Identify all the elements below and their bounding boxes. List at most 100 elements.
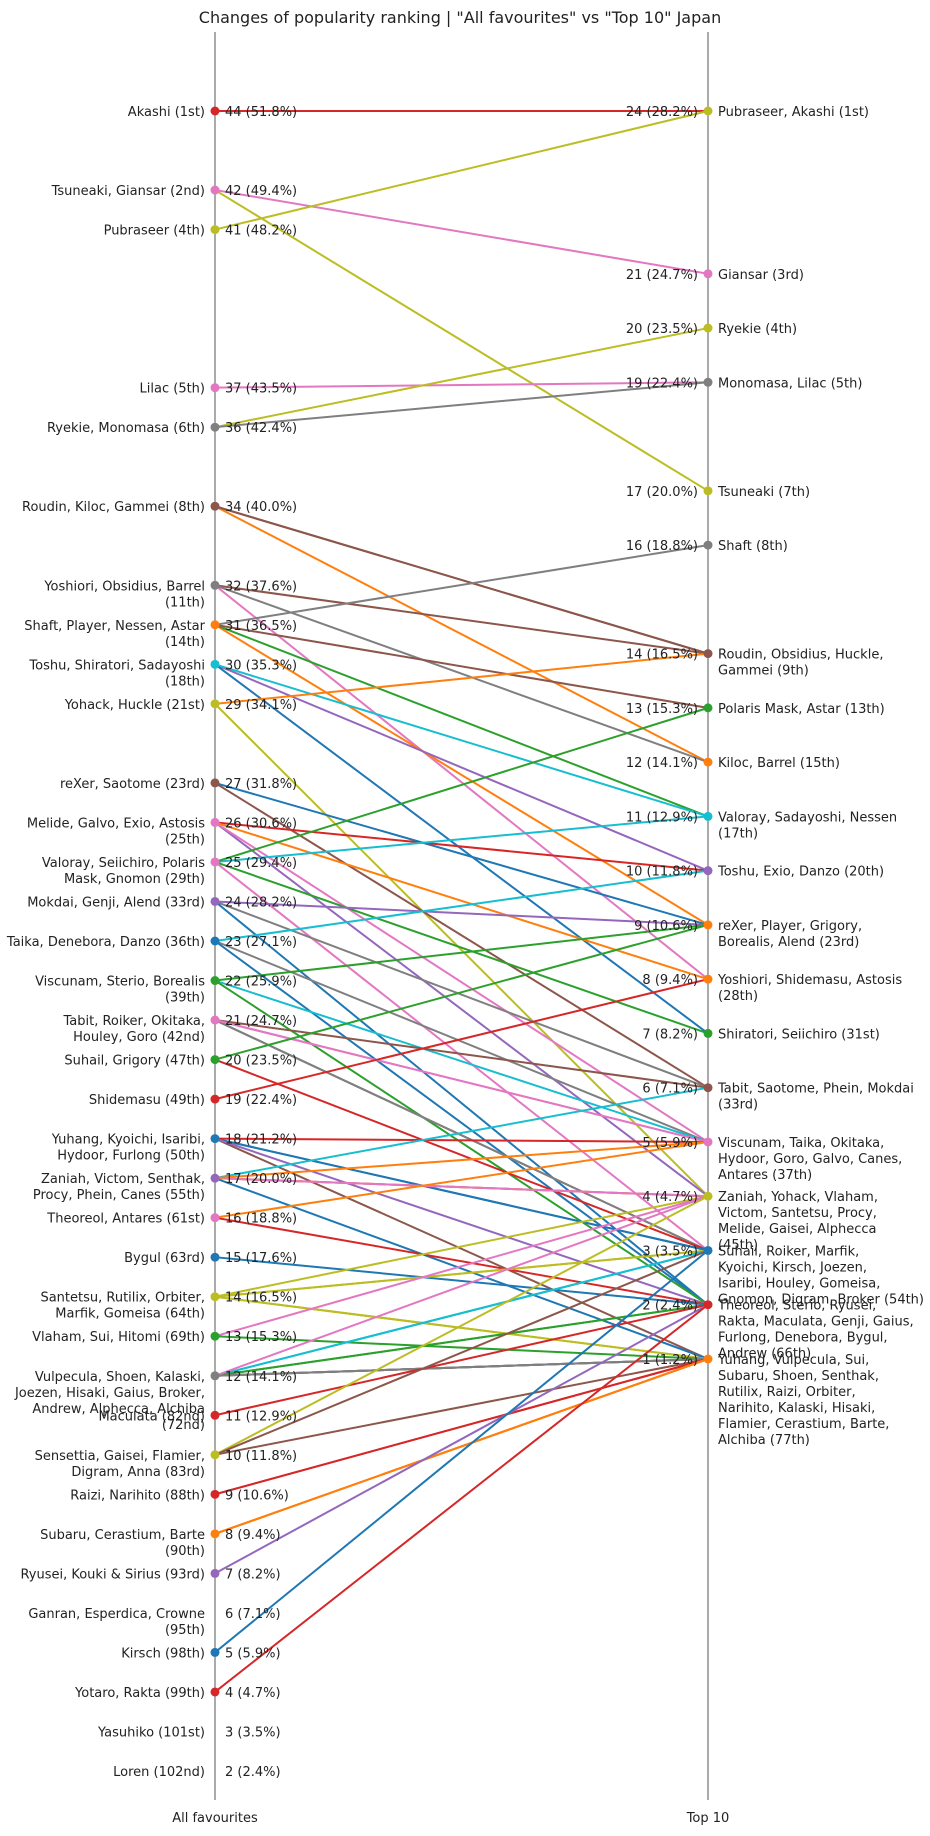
right-group-label: Viscunam, Taika, Okitaka,: [718, 1136, 884, 1151]
right-marker: [703, 757, 713, 767]
link-alphecca: [214, 1195, 709, 1377]
link-shidemasu: [214, 978, 709, 1101]
left-group-label: Marfik, Gomeisa (64th): [55, 1307, 205, 1322]
right-value-label: 17 (20.0%): [626, 485, 698, 500]
right-value-label: 3 (3.5%): [642, 1244, 698, 1259]
right-value-label: 4 (4.7%): [642, 1190, 698, 1205]
left-marker: [210, 1489, 220, 1499]
left-value-label: 18 (21.2%): [225, 1133, 297, 1148]
left-marker: [210, 1371, 220, 1381]
right-value-label: 7 (8.2%): [642, 1027, 698, 1042]
left-group-label: Shidemasu (49th): [89, 1093, 205, 1108]
link-nessen: [214, 623, 709, 818]
right-value-label: 24 (28.2%): [626, 105, 698, 120]
link-denebora: [214, 940, 709, 1306]
link-player: [214, 623, 709, 926]
left-group-label: Santetsu, Rutilix, Orbiter,: [40, 1291, 205, 1306]
right-group-label: Flamier, Cerastium, Barte,: [718, 1417, 889, 1432]
left-value-label: 19 (22.4%): [225, 1093, 297, 1108]
left-marker: [210, 185, 220, 195]
link-procy: [214, 1177, 709, 1198]
left-group-label: Valoray, Seiichiro, Polaris: [42, 856, 205, 871]
right-group-label: Rutilix, Raizi, Orbiter,: [718, 1385, 856, 1400]
link-galvo: [214, 821, 709, 1143]
right-value-label: 10 (11.8%): [626, 865, 698, 880]
link-ryusei: [214, 1303, 709, 1575]
left-marker: [210, 1687, 220, 1697]
link-gnomon: [214, 861, 709, 1252]
left-group-label: Yotaro, Rakta (99th): [74, 1686, 205, 1701]
right-marker: [703, 649, 713, 659]
left-group-label: Digram, Anna (83rd): [71, 1465, 205, 1480]
left-group-label: (90th): [165, 1544, 205, 1559]
left-value-label: 23 (27.1%): [225, 935, 297, 950]
left-marker: [210, 659, 220, 669]
left-marker: [210, 1173, 220, 1183]
right-group-label: Tsuneaki (7th): [717, 485, 810, 500]
left-group-label: Yuhang, Kyoichi, Isaribi,: [51, 1133, 205, 1148]
right-group-label: Theoreol, Sterio, Ryusei,: [717, 1299, 876, 1314]
link-alchiba: [214, 1358, 709, 1377]
left-value-label: 41 (48.2%): [225, 224, 297, 239]
left-group-label: Loren (102nd): [113, 1765, 205, 1780]
left-marker: [210, 225, 220, 235]
left-marker: [210, 1410, 220, 1420]
right-group-label: Yuhang, Vulpecula, Sui,: [717, 1353, 869, 1368]
right-value-label: 1 (1.2%): [642, 1353, 698, 1368]
link-huckle: [214, 652, 709, 705]
link-kiloc: [214, 505, 709, 764]
left-group-label: Roudin, Kiloc, Gammei (8th): [22, 500, 205, 515]
left-group-label: Melide, Galvo, Exio, Astosis: [27, 816, 205, 831]
link-narihito: [214, 1358, 709, 1496]
right-axis-label: Top 10: [686, 1811, 730, 1826]
link-saotome: [214, 782, 709, 1089]
right-marker: [703, 1354, 713, 1364]
left-marker: [210, 1647, 220, 1657]
left-value-label: 15 (17.6%): [225, 1251, 297, 1266]
right-marker: [703, 866, 713, 876]
left-value-label: 6 (7.1%): [225, 1607, 281, 1622]
left-group-label: (11th): [165, 595, 205, 610]
left-group-label: Yohack, Huckle (21st): [64, 698, 205, 713]
left-marker: [210, 1529, 220, 1539]
link-danzo: [214, 869, 709, 942]
link-valoray: [214, 815, 709, 863]
right-group-label: Borealis, Alend (23rd): [718, 935, 859, 950]
link-gammei: [214, 505, 709, 655]
left-value-label: 27 (31.8%): [225, 777, 297, 792]
link-lilac: [214, 381, 709, 389]
left-group-label: Joezen, Hisaki, Gaius, Broker,: [14, 1386, 205, 1401]
left-group-label: Andrew, Alphecca, Alchiba: [32, 1402, 205, 1417]
left-marker: [210, 620, 220, 630]
right-group-label: Gammei (9th): [718, 664, 809, 679]
right-value-label: 9 (10.6%): [634, 919, 698, 934]
left-group-label: reXer, Saotome (23rd): [60, 777, 205, 792]
left-group-label: Vlaham, Sui, Hitomi (69th): [32, 1330, 205, 1345]
right-group-label: Yoshiori, Shidemasu, Astosis: [717, 973, 902, 988]
link-shiratori: [214, 663, 709, 1035]
left-group-label: Lilac (5th): [140, 382, 205, 397]
left-value-label: 2 (2.4%): [225, 1765, 281, 1780]
right-marker: [703, 703, 713, 713]
right-group-label: Giansar (3rd): [718, 268, 804, 283]
left-group-label: Mask, Gnomon (29th): [64, 872, 205, 887]
link-giansar: [214, 189, 709, 275]
left-marker: [210, 1094, 220, 1104]
left-value-label: 9 (10.6%): [225, 1488, 289, 1503]
right-marker: [703, 1137, 713, 1147]
link-senthak: [214, 1177, 709, 1360]
link-theoreol: [214, 1216, 709, 1306]
right-group-label: Antares (37th): [718, 1168, 812, 1183]
left-value-label: 17 (20.0%): [225, 1172, 297, 1187]
right-group-label: (17th): [718, 826, 758, 841]
link-digram: [214, 1249, 709, 1456]
left-marker: [210, 976, 220, 986]
link-santetsu: [214, 1195, 709, 1298]
link-shaft: [214, 544, 709, 626]
link-viscunam: [214, 979, 709, 1143]
left-marker: [210, 1568, 220, 1578]
left-value-label: 42 (49.4%): [225, 184, 297, 199]
left-value-label: 14 (16.5%): [225, 1291, 297, 1306]
left-value-label: 21 (24.7%): [225, 1014, 297, 1029]
link-sadayoshi: [214, 663, 709, 818]
